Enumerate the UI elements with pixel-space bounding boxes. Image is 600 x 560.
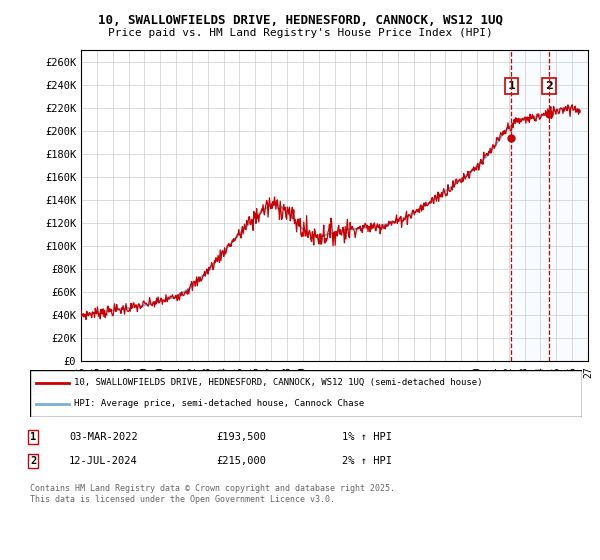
Text: 1: 1	[508, 81, 515, 91]
Text: 1: 1	[30, 432, 36, 442]
Bar	[511, 50, 588, 361]
Text: 1% ↑ HPI: 1% ↑ HPI	[342, 432, 392, 442]
Text: 2: 2	[545, 81, 553, 91]
Text: HPI: Average price, semi-detached house, Cannock Chase: HPI: Average price, semi-detached house,…	[74, 399, 364, 408]
Text: Contains HM Land Registry data © Crown copyright and database right 2025.
This d: Contains HM Land Registry data © Crown c…	[30, 484, 395, 504]
Text: 10, SWALLOWFIELDS DRIVE, HEDNESFORD, CANNOCK, WS12 1UQ: 10, SWALLOWFIELDS DRIVE, HEDNESFORD, CAN…	[97, 14, 503, 27]
Text: 12-JUL-2024: 12-JUL-2024	[69, 456, 138, 466]
Text: £193,500: £193,500	[216, 432, 266, 442]
Text: 2: 2	[30, 456, 36, 466]
Text: Price paid vs. HM Land Registry's House Price Index (HPI): Price paid vs. HM Land Registry's House …	[107, 28, 493, 38]
Text: 10, SWALLOWFIELDS DRIVE, HEDNESFORD, CANNOCK, WS12 1UQ (semi-detached house): 10, SWALLOWFIELDS DRIVE, HEDNESFORD, CAN…	[74, 379, 482, 388]
FancyBboxPatch shape	[30, 370, 582, 417]
Text: 2% ↑ HPI: 2% ↑ HPI	[342, 456, 392, 466]
Text: £215,000: £215,000	[216, 456, 266, 466]
Text: 03-MAR-2022: 03-MAR-2022	[69, 432, 138, 442]
